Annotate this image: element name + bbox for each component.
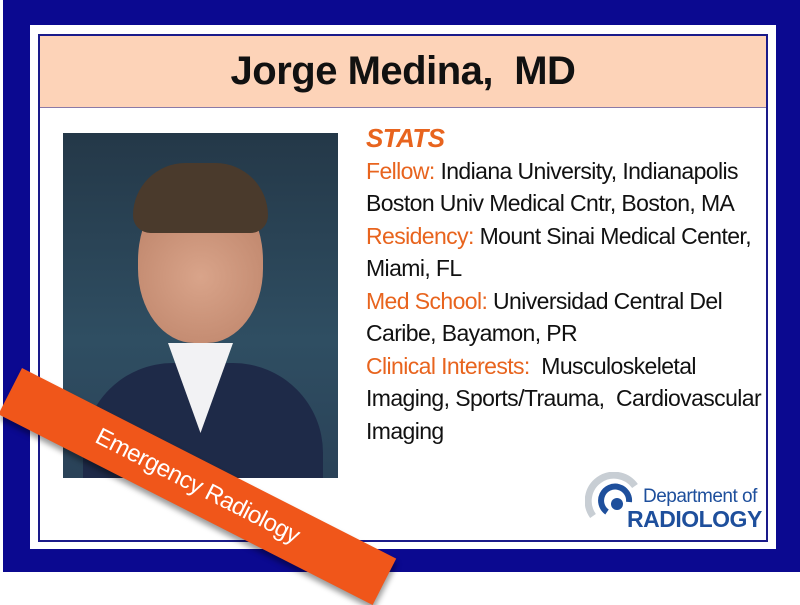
logo-line1: Department of	[643, 486, 757, 507]
logo-line2: RADIOLOGY	[627, 506, 762, 532]
stat-label: Med School:	[366, 287, 488, 314]
stats-section: STATS Fellow: Indiana University, Indian…	[366, 122, 766, 447]
stat-value: Universidad Central Del Caribe, Bayamon,…	[366, 287, 723, 347]
stat-med-school: Med School: Universidad Central Del Cari…	[366, 285, 766, 350]
radiology-logo-icon	[585, 472, 638, 519]
stat-value: Indiana University, Indianapolis Boston …	[366, 157, 738, 217]
photo-hair	[133, 163, 268, 233]
stat-clinical-interests: Clinical Interests: Musculoskeletal Imag…	[366, 350, 766, 448]
stat-value: Mount Sinai Medical Center, Miami, FL	[366, 222, 752, 282]
stat-value: Musculoskeletal Imaging, Sports/Trauma, …	[366, 352, 767, 444]
stats-title: STATS	[366, 123, 445, 153]
radiology-logo: Department of RADIOLOGY	[585, 472, 765, 532]
stat-label: Residency:	[366, 222, 474, 249]
doctor-name: Jorge Medina, MD	[230, 49, 576, 93]
stat-label: Fellow:	[366, 157, 435, 184]
name-header: Jorge Medina, MD	[40, 36, 766, 108]
stat-residency: Residency: Mount Sinai Medical Center, M…	[366, 220, 766, 285]
stat-fellow: Fellow: Indiana University, Indianapolis…	[366, 155, 766, 220]
stat-label: Clinical Interests:	[366, 352, 530, 379]
